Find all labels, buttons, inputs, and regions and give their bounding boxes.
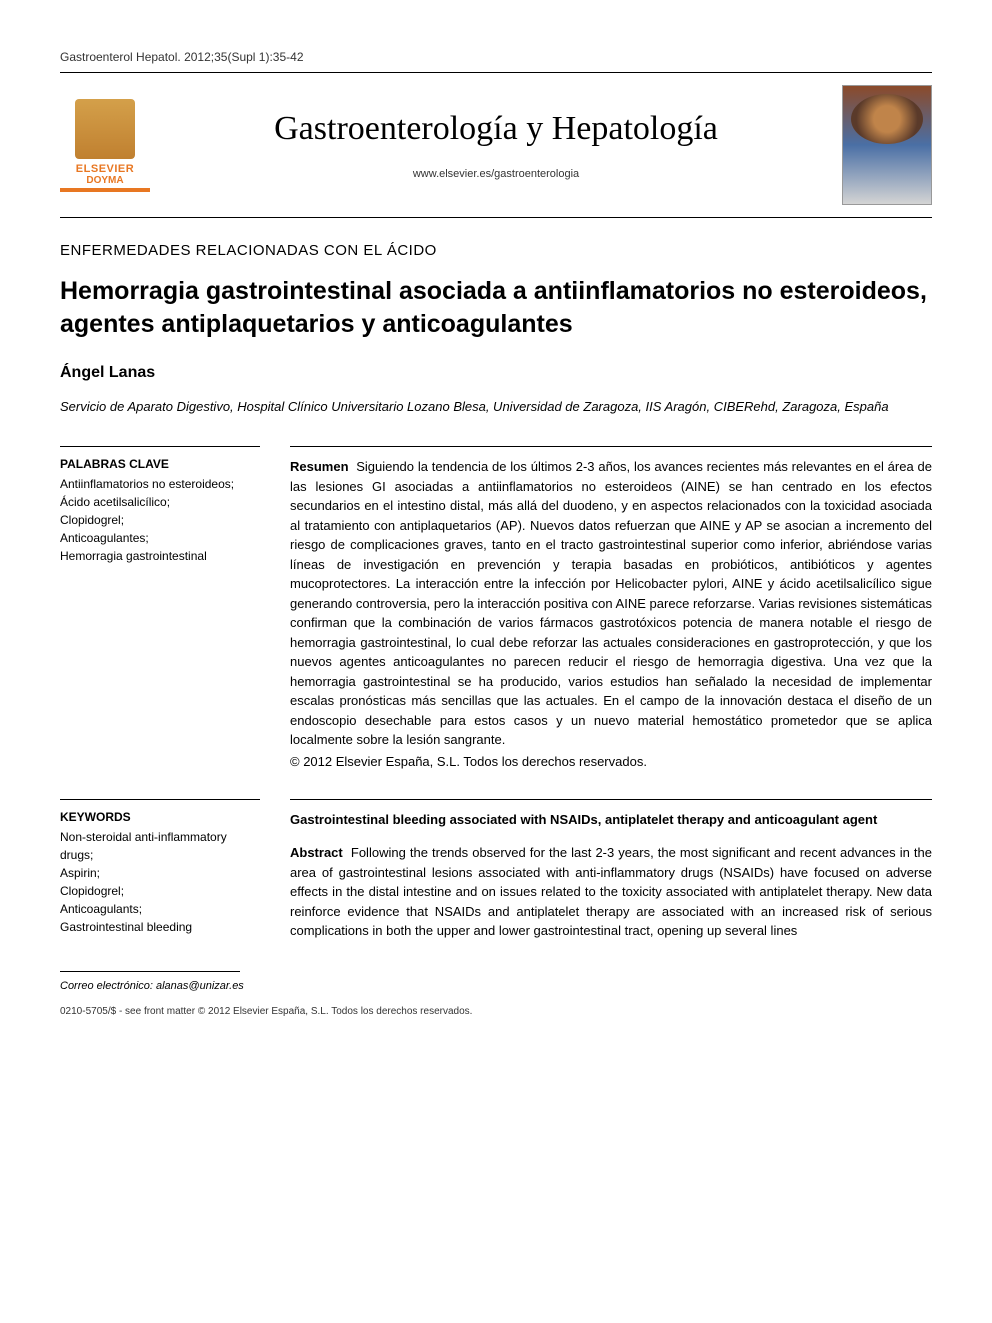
front-matter: 0210-5705/$ - see front matter © 2012 El… [60,1006,932,1017]
author-name: Ángel Lanas [60,364,932,382]
abstract-en-column: Gastrointestinal bleeding associated wit… [290,799,932,941]
correo-email: alanas@unizar.es [156,980,244,992]
article-title: Hemorragia gastrointestinal asociada a a… [60,275,932,340]
palabras-clave-list: Antiinflamatorios no esteroideos; Ácido … [60,475,260,565]
resumen-text: Resumen Siguiendo la tendencia de los úl… [290,457,932,750]
abstract-en-text: Abstract Following the trends observed f… [290,843,932,941]
correo-label: Correo electrónico: [60,980,153,992]
resumen-section: PALABRAS CLAVE Antiinflamatorios no este… [60,446,932,769]
citation-line: Gastroenterol Hepatol. 2012;35(Supl 1):3… [60,50,932,64]
author-affiliation: Servicio de Aparato Digestivo, Hospital … [60,398,932,416]
footer-divider [60,971,240,972]
elsevier-tree-icon [75,99,135,159]
journal-cover-thumbnail [842,85,932,205]
palabras-clave-heading: PALABRAS CLAVE [60,457,260,471]
journal-title: Gastroenterología y Hepatología [170,110,822,148]
keywords-heading: KEYWORDS [60,810,260,824]
publisher-logo: ELSEVIER DOYMA [60,99,150,192]
correspondence: Correo electrónico: alanas@unizar.es [60,980,932,992]
palabras-clave-column: PALABRAS CLAVE Antiinflamatorios no este… [60,446,260,769]
resumen-label: Resumen [290,459,349,474]
journal-center: Gastroenterología y Hepatología www.else… [150,110,842,180]
abstract-en-title: Gastrointestinal bleeding associated wit… [290,810,932,830]
journal-url: www.elsevier.es/gastroenterologia [170,168,822,180]
keywords-list: Non-steroidal anti-inflammatory drugs; A… [60,828,260,936]
journal-header: ELSEVIER DOYMA Gastroenterología y Hepat… [60,72,932,218]
publisher-name: ELSEVIER [60,163,150,175]
publisher-bar [60,188,150,192]
keywords-column: KEYWORDS Non-steroidal anti-inflammatory… [60,799,260,941]
abstract-en-section: KEYWORDS Non-steroidal anti-inflammatory… [60,799,932,941]
section-label: ENFERMEDADES RELACIONADAS CON EL ÁCIDO [60,242,932,259]
resumen-body: Siguiendo la tendencia de los últimos 2-… [290,459,932,747]
resumen-copyright: © 2012 Elsevier España, S.L. Todos los d… [290,754,932,769]
abstract-en-label: Abstract [290,845,343,860]
resumen-column: Resumen Siguiendo la tendencia de los úl… [290,446,932,769]
abstract-en-body: Following the trends observed for the la… [290,845,932,938]
publisher-sub: DOYMA [60,175,150,186]
